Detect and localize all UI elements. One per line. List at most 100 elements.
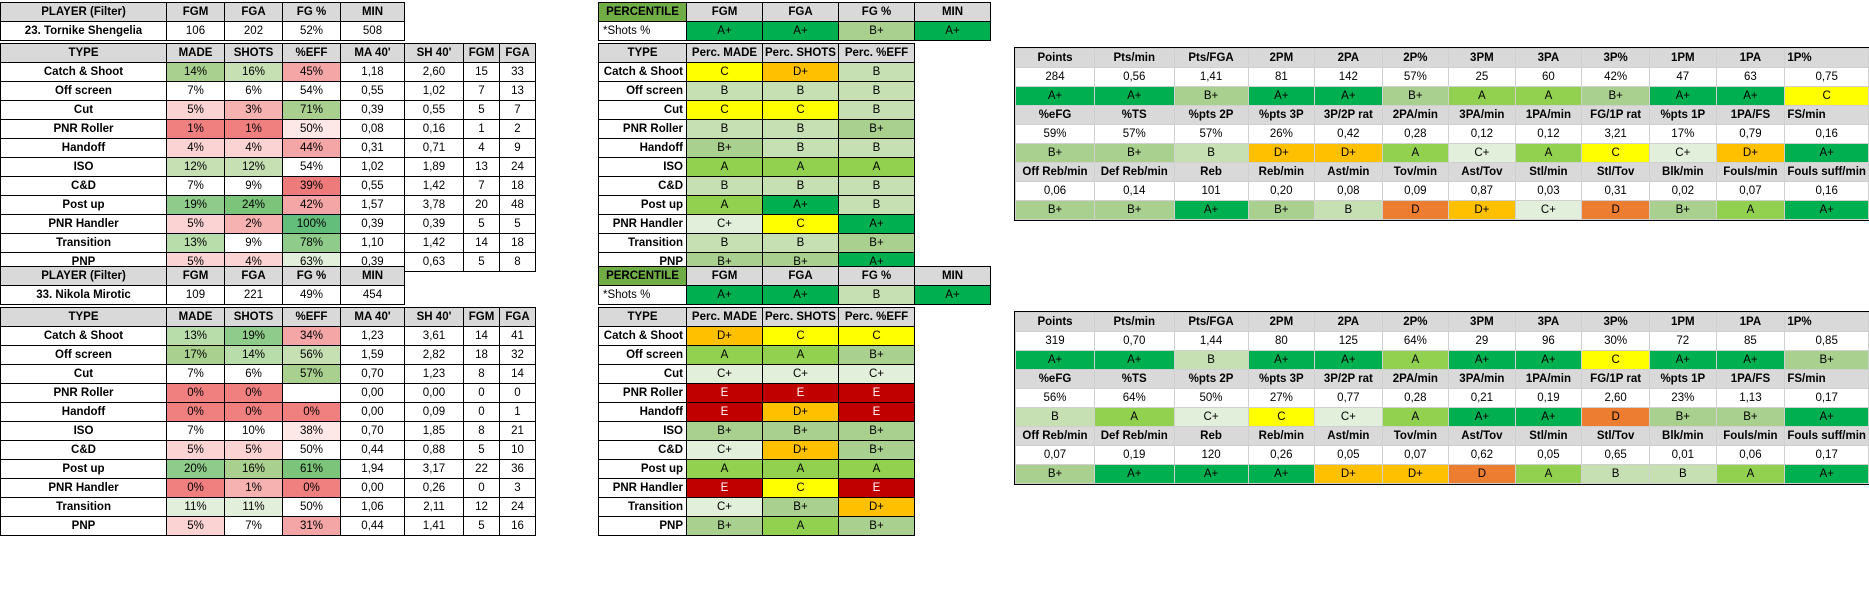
table-row: C&D 7% 9% 39% 0,55 1,42 7 18	[0, 176, 536, 196]
grade-cell: A+	[1448, 407, 1516, 427]
stats-value-row: 0,07 0,19 120 0,26 0,05 0,07 0,62 0,05 0,65 0,01 0…	[1014, 445, 1869, 465]
type-label: Handoff	[598, 138, 687, 158]
type-label: Post up	[598, 459, 687, 479]
grade-cell: A+	[762, 285, 839, 305]
fga: 10	[499, 440, 536, 460]
stat-value: 0,06	[1014, 181, 1096, 201]
table-row: Catch & Shoot C D+ B	[598, 62, 915, 82]
ma40: 0,00	[340, 402, 405, 422]
made-pct: 5%	[166, 100, 225, 120]
summary-header-row: PLAYER (Filter) FGM FGA FG % MIN	[0, 266, 405, 286]
percentile-type-header: TYPE	[598, 43, 687, 63]
stats-value-row: 59% 57% 57% 26% 0,42 0,28 0,12 0,12 3,21 17% 0,79 0…	[1014, 124, 1869, 144]
grade-cell: E	[838, 383, 915, 403]
shots-pct: 19%	[224, 326, 283, 346]
stat-header: Stl/Tov	[1581, 162, 1651, 182]
grade-cell: A	[686, 459, 763, 479]
stat-value: 0,17	[1784, 445, 1869, 465]
fga: 24	[499, 497, 536, 517]
eff-pct: 0%	[282, 402, 341, 422]
made-pct: 1%	[166, 119, 225, 139]
table-row: PNP B+ A B+	[598, 516, 915, 536]
fga: 41	[499, 326, 536, 346]
type-label: C&D	[0, 440, 167, 460]
table-row: Handoff 0% 0% 0% 0,00 0,09 0 1	[0, 402, 536, 422]
stat-value: 27%	[1247, 388, 1316, 408]
type-header: TYPE	[0, 307, 167, 327]
fga: 9	[499, 138, 536, 158]
fgm: 7	[463, 176, 500, 196]
fga: 18	[499, 233, 536, 253]
grade-cell: C+	[1649, 143, 1717, 163]
stat-value: 0,17	[1784, 388, 1869, 408]
table-row: Post up 19% 24% 42% 1,57 3,78 20 48	[0, 195, 536, 215]
grade-cell: B+	[838, 345, 915, 365]
grade-cell: B	[762, 138, 839, 158]
stat-header: Off Reb/min	[1014, 426, 1096, 446]
grade-cell: E	[686, 478, 763, 498]
grade-cell: C	[762, 478, 839, 498]
stat-header: 1PA	[1715, 312, 1786, 332]
stat-header: Ast/min	[1314, 426, 1383, 446]
stat-header: 1PA	[1715, 48, 1786, 68]
grade-cell: A	[838, 157, 915, 177]
grade-cell: C	[1581, 143, 1651, 163]
grade-cell: A+	[1784, 407, 1869, 427]
table-row: Transition C+ B+ D+	[598, 497, 915, 517]
stat-header: 1PA/min	[1514, 369, 1583, 389]
fga: 14	[499, 364, 536, 384]
summary-header: FGM	[166, 266, 225, 286]
grade-cell: D	[1581, 200, 1651, 220]
stat-value: 0,06	[1715, 445, 1786, 465]
grade-cell: A+	[838, 214, 915, 234]
type-label: Cut	[598, 364, 687, 384]
shots-note: *Shots %	[598, 285, 687, 305]
stat-header: %pts 3P	[1247, 105, 1316, 125]
stat-header: 1PA/FS	[1715, 369, 1786, 389]
stat-header: %pts 1P	[1649, 369, 1717, 389]
stat-value: 85	[1715, 331, 1786, 351]
fga: 18	[499, 176, 536, 196]
stat-header: 1PM	[1649, 48, 1717, 68]
percentile-header-row: PERCENTILE FGM FGA FG % MIN	[598, 266, 991, 286]
stat-value: 1,41	[1173, 67, 1249, 87]
stats-grid: Points Pts/min Pts/FGA 2PM 2PA 2P% 3PM 3PA 3P% 1P…	[1014, 47, 1869, 221]
stat-header: Stl/min	[1514, 162, 1583, 182]
grade-cell: A	[1381, 350, 1450, 370]
type-label: Transition	[598, 233, 687, 253]
stat-value: 59%	[1014, 124, 1096, 144]
table-row: ISO 12% 12% 54% 1,02 1,89 13 24	[0, 157, 536, 177]
grade-cell: A+	[1514, 407, 1583, 427]
stat-value: 25	[1448, 67, 1516, 87]
grade-cell: A+	[1784, 200, 1869, 220]
percentile-type-table: TYPE Perc. MADE Perc. SHOTS Perc. %EFF Catch…	[598, 307, 915, 536]
shot-type-table: TYPE MADE SHOTS %EFF MA 40' SH 40' FGM FGA Catch…	[0, 43, 536, 272]
grade-cell: B+	[1581, 86, 1651, 106]
ma40: 0,44	[340, 440, 405, 460]
grade-cell: C	[686, 100, 763, 120]
stats-grade-row: B+ B+ A+ B+ B D D+ C+ D B+ A A+	[1014, 200, 1869, 220]
type-label: PNP	[0, 516, 167, 536]
percentile-header: FGM	[686, 2, 763, 22]
summary-header: FGA	[224, 266, 283, 286]
ma40: 0,08	[340, 119, 405, 139]
grade-cell: D+	[1314, 143, 1383, 163]
stat-value: 0,79	[1715, 124, 1786, 144]
stat-value: 26%	[1247, 124, 1316, 144]
table-row: C&D 5% 5% 50% 0,44 0,88 5 10	[0, 440, 536, 460]
stat-value: 0,12	[1514, 124, 1583, 144]
sh40: 1,42	[404, 233, 464, 253]
type-label: ISO	[598, 421, 687, 441]
fgm: 20	[463, 195, 500, 215]
stat-header: 3P/2P rat	[1314, 105, 1383, 125]
stat-value: 0,87	[1448, 181, 1516, 201]
summary-header: FG %	[282, 266, 341, 286]
type-label: Off screen	[598, 345, 687, 365]
fgm: 1	[463, 119, 500, 139]
stat-value: 0,14	[1094, 181, 1175, 201]
percentile-header: FGA	[762, 266, 839, 286]
grade-cell: C	[762, 214, 839, 234]
stat-value: 60	[1514, 67, 1583, 87]
table-row: ISO 7% 10% 38% 0,70 1,85 8 21	[0, 421, 536, 441]
stats-grade-row: A+ A+ B A+ A+ A A+ A+ C A+ A+ B+	[1014, 350, 1869, 370]
